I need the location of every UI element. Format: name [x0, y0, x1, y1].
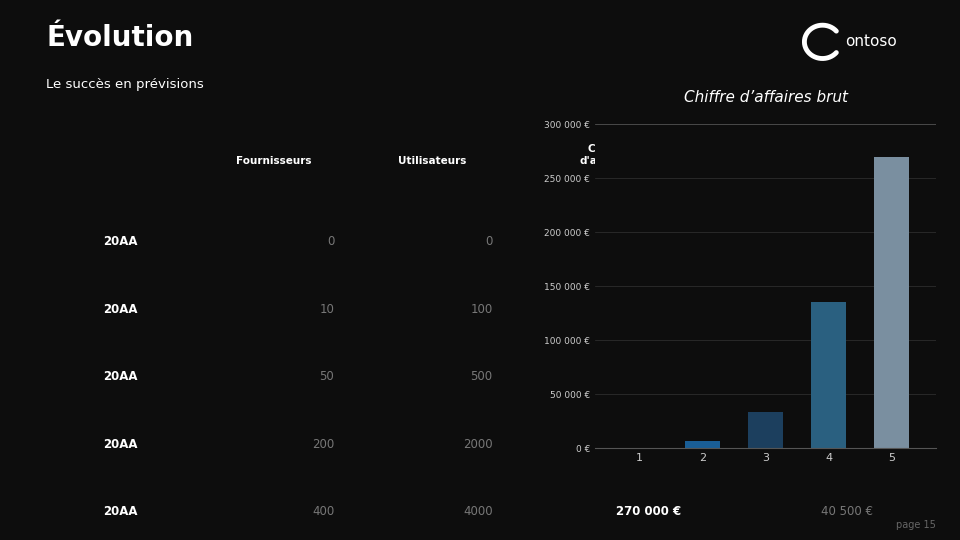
- Text: 20AA: 20AA: [104, 235, 137, 248]
- Text: 135 000 €: 135 000 €: [615, 437, 681, 451]
- Text: 0: 0: [327, 235, 334, 248]
- Text: 20 250 €: 20 250 €: [821, 437, 873, 451]
- Text: 0 €: 0 €: [854, 235, 873, 248]
- Bar: [685, 441, 720, 448]
- Text: 0: 0: [486, 235, 492, 248]
- Text: 20AA: 20AA: [104, 437, 137, 451]
- Text: ontoso: ontoso: [845, 35, 897, 49]
- Text: 50: 50: [320, 370, 334, 383]
- Text: 4000: 4000: [463, 505, 492, 518]
- Text: 10: 10: [320, 302, 334, 316]
- Text: Chiffre
d'affaires de
l'entreprise: Chiffre d'affaires de l'entreprise: [762, 144, 837, 177]
- Text: 200: 200: [312, 437, 334, 451]
- Text: Chiffre
d'affaires
brut: Chiffre d'affaires brut: [580, 144, 636, 177]
- Text: 6 750 €: 6 750 €: [632, 302, 681, 316]
- Text: 2000: 2000: [463, 437, 492, 451]
- Text: 20AA: 20AA: [104, 370, 137, 383]
- Text: 40 500 €: 40 500 €: [821, 505, 873, 518]
- Text: 20AA: 20AA: [104, 302, 137, 316]
- Bar: [811, 302, 846, 448]
- Text: 20AA: 20AA: [104, 505, 137, 518]
- Text: 500: 500: [470, 370, 492, 383]
- Bar: [875, 157, 909, 448]
- Text: 270 000 €: 270 000 €: [615, 505, 681, 518]
- Text: page 15: page 15: [896, 520, 936, 530]
- Text: 1 013 €: 1 013 €: [828, 302, 873, 316]
- Text: 33 750 €: 33 750 €: [623, 370, 681, 383]
- Text: Fournisseurs: Fournisseurs: [236, 156, 312, 166]
- Text: Évolution: Évolution: [46, 24, 193, 52]
- Text: 100: 100: [470, 302, 492, 316]
- Text: 5 063 €: 5 063 €: [828, 370, 873, 383]
- Text: 400: 400: [312, 505, 334, 518]
- Bar: [748, 411, 783, 448]
- Title: Chiffre d’affaires brut: Chiffre d’affaires brut: [684, 90, 848, 105]
- Text: Utilisateurs: Utilisateurs: [398, 156, 467, 166]
- Text: 0 €: 0 €: [660, 235, 681, 248]
- Text: Le succès en prévisions: Le succès en prévisions: [46, 78, 204, 91]
